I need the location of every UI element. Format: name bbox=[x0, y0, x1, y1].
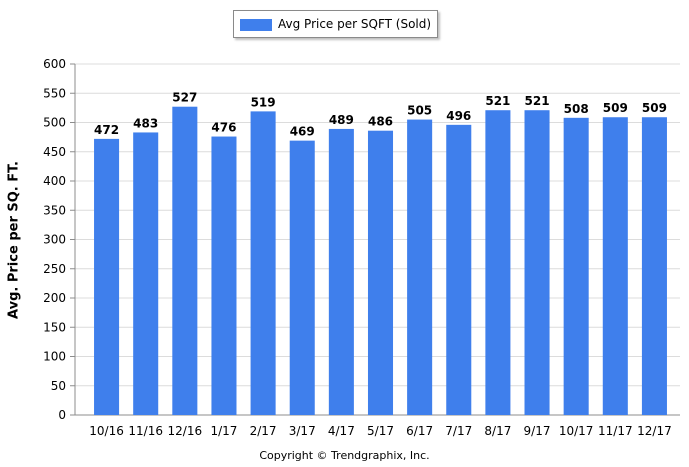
bar bbox=[446, 124, 472, 415]
data-label: 505 bbox=[407, 104, 432, 118]
data-label: 527 bbox=[172, 91, 197, 105]
bar bbox=[289, 140, 315, 415]
x-tick-label: 10/17 bbox=[559, 424, 594, 438]
legend-swatch bbox=[240, 19, 272, 31]
bar bbox=[172, 106, 198, 415]
data-label: 509 bbox=[642, 101, 667, 115]
y-tick-label: 600 bbox=[43, 57, 66, 71]
data-label: 521 bbox=[525, 94, 550, 108]
bar bbox=[602, 117, 628, 416]
x-tick-label: 9/17 bbox=[524, 424, 551, 438]
data-label: 509 bbox=[603, 101, 628, 115]
x-tick-label: 10/16 bbox=[89, 424, 124, 438]
data-label: 489 bbox=[329, 113, 354, 127]
x-tick-label: 6/17 bbox=[406, 424, 433, 438]
data-label: 521 bbox=[485, 94, 510, 108]
y-tick-label: 300 bbox=[43, 233, 66, 247]
y-tick-label: 350 bbox=[43, 203, 66, 217]
bar bbox=[328, 128, 354, 415]
y-tick-label: 200 bbox=[43, 291, 66, 305]
y-tick-label: 0 bbox=[58, 408, 66, 422]
bar bbox=[641, 117, 667, 416]
x-tick-label: 8/17 bbox=[484, 424, 511, 438]
y-tick-label: 500 bbox=[43, 116, 66, 130]
y-tick-label: 50 bbox=[51, 379, 66, 393]
x-tick-label: 12/16 bbox=[168, 424, 203, 438]
x-tick-label: 2/17 bbox=[250, 424, 277, 438]
data-label: 472 bbox=[94, 123, 119, 137]
bar bbox=[407, 119, 433, 415]
bar bbox=[94, 138, 120, 415]
y-tick-label: 400 bbox=[43, 174, 66, 188]
chart-legend: Avg Price per SQFT (Sold) bbox=[233, 10, 438, 38]
x-tick-label: 5/17 bbox=[367, 424, 394, 438]
x-tick-label: 11/17 bbox=[598, 424, 633, 438]
data-label: 496 bbox=[446, 109, 471, 123]
x-tick-label: 4/17 bbox=[328, 424, 355, 438]
bar bbox=[524, 110, 550, 415]
y-tick-label: 150 bbox=[43, 320, 66, 334]
data-label: 483 bbox=[133, 116, 158, 130]
bar bbox=[367, 130, 394, 415]
copyright-text: Copyright © Trendgraphix, Inc. bbox=[259, 449, 430, 462]
x-tick-label: 3/17 bbox=[289, 424, 316, 438]
bar bbox=[485, 110, 511, 415]
x-tick-label: 12/17 bbox=[637, 424, 672, 438]
data-label: 519 bbox=[251, 95, 276, 109]
bar bbox=[133, 132, 159, 415]
data-label: 486 bbox=[368, 115, 393, 129]
legend-label: Avg Price per SQFT (Sold) bbox=[278, 17, 432, 31]
bar bbox=[250, 111, 276, 415]
x-tick-label: 11/16 bbox=[128, 424, 163, 438]
y-tick-label: 450 bbox=[43, 145, 66, 159]
bar bbox=[563, 117, 589, 415]
bar bbox=[211, 136, 237, 416]
y-tick-label: 550 bbox=[43, 86, 66, 100]
data-label: 469 bbox=[290, 125, 315, 139]
data-label: 476 bbox=[211, 121, 236, 135]
data-label: 508 bbox=[564, 102, 589, 116]
y-tick-label: 100 bbox=[43, 350, 66, 364]
x-tick-label: 7/17 bbox=[445, 424, 472, 438]
y-tick-label: 250 bbox=[43, 262, 66, 276]
x-tick-label: 1/17 bbox=[210, 424, 237, 438]
